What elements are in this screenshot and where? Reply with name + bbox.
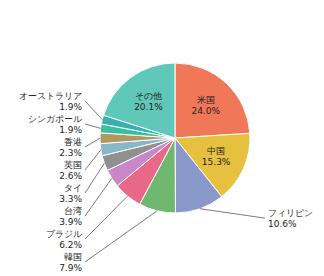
slice-label: その他 [135, 91, 162, 101]
slice-label: 英国 [64, 160, 82, 170]
slice-label: 中国 [207, 146, 225, 156]
slice-value-label: 24.0% [192, 106, 221, 116]
slice-value-label: 7.9% [59, 263, 82, 273]
labels: 米国24.0%中国15.3%その他20.1%オーストラリア1.9%シンガポール1… [19, 91, 313, 273]
leader-line [85, 150, 101, 170]
slice-value-label: 2.6% [59, 171, 82, 181]
leader-line [85, 138, 100, 147]
leader-line [85, 124, 101, 128]
slice-label: 香港 [64, 137, 82, 147]
pie-slice [175, 63, 250, 138]
slice-value-label: 20.1% [134, 102, 163, 112]
leader-line [200, 209, 265, 218]
leader-line [85, 211, 157, 262]
slices [100, 63, 250, 213]
slice-value-label: 1.9% [59, 125, 82, 135]
leader-line [85, 196, 128, 239]
slice-label: フィリピン [268, 208, 313, 218]
pie-slice [104, 63, 175, 138]
slice-value-label: 15.3% [202, 157, 231, 167]
slice-label: 台湾 [64, 206, 82, 216]
slice-label: シンガポール [28, 114, 82, 124]
slice-label: ブラジル [46, 229, 82, 239]
slice-value-label: 3.9% [59, 217, 82, 227]
leader-line [85, 178, 112, 216]
leader-line [85, 101, 102, 120]
slice-label: オーストラリア [19, 91, 82, 101]
slice-value-label: 2.3% [59, 148, 82, 158]
slice-label: 韓国 [64, 252, 82, 262]
slice-value-label: 6.2% [59, 240, 82, 250]
slice-value-label: 3.3% [59, 194, 82, 204]
slice-label: タイ [64, 183, 82, 193]
slice-label: 米国 [197, 95, 215, 105]
leader-line [85, 163, 104, 193]
slice-value-label: 10.6% [268, 219, 297, 229]
slice-value-label: 1.9% [59, 102, 82, 112]
chart: 米国24.0%中国15.3%その他20.1%オーストラリア1.9%シンガポール1… [0, 0, 324, 276]
